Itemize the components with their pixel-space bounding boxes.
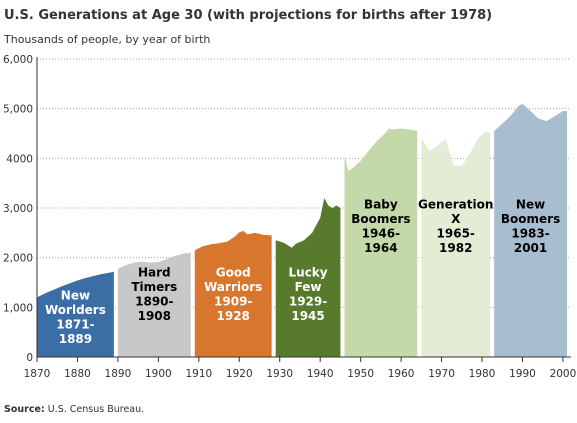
generation-area-6	[494, 103, 567, 357]
x-tick-label: 1920	[226, 368, 253, 380]
generation-label: 1945	[291, 309, 324, 323]
x-tick-label: 1930	[266, 368, 293, 380]
generation-label: Generation	[418, 197, 493, 211]
generation-label: Worlders	[45, 303, 106, 317]
x-tick-label: 1940	[307, 368, 334, 380]
generation-label: 1928	[217, 309, 250, 323]
generation-label: X	[451, 212, 461, 226]
axes: 0 1,000 2,000 3,000 4000 5,000 6,000 1870 1880 18…	[3, 54, 576, 380]
x-tick-label: 1900	[145, 368, 172, 380]
x-tick-label: 1910	[185, 368, 212, 380]
generation-area-2	[194, 230, 272, 357]
y-tick-label: 0	[26, 352, 33, 364]
x-tick-label: 1950	[347, 368, 374, 380]
x-tick-label: 1990	[509, 368, 536, 380]
chart-title: U.S. Generations at Age 30 (with project…	[4, 8, 493, 23]
generation-area-4	[344, 128, 418, 357]
generation-label: Few	[295, 280, 322, 294]
generation-areas	[37, 103, 567, 357]
y-tick-label: 2,000	[3, 253, 33, 265]
generation-label: 2001	[514, 241, 547, 255]
generation-label: Timers	[131, 280, 177, 294]
x-tick-label: 2000	[550, 368, 577, 380]
generation-label: Boomers	[501, 212, 560, 226]
y-tick-label: 1,000	[3, 302, 33, 314]
generation-labels: NewWorlders1871-1889HardTimers1890-1908G…	[45, 197, 560, 346]
x-tick-label: 1980	[469, 368, 496, 380]
generation-label: 1929-	[289, 294, 327, 308]
source-label: Source:	[4, 404, 45, 415]
generation-area-5	[421, 131, 491, 357]
x-tick-label: 1880	[64, 368, 91, 380]
generation-label: New	[516, 197, 545, 211]
y-tick-label: 4000	[6, 153, 33, 165]
source-note: Source: U.S. Census Bureau.	[4, 404, 144, 415]
x-tick-label: 1890	[105, 368, 132, 380]
generation-label: 1946-	[362, 226, 400, 240]
chart-subtitle: Thousands of people, by year of birth	[4, 33, 211, 46]
generation-label: 1909-	[214, 294, 252, 308]
generation-label: 1983-	[511, 226, 549, 240]
source-text: U.S. Census Bureau.	[44, 404, 145, 415]
generation-label: Boomers	[351, 212, 410, 226]
generation-label: Baby	[364, 197, 398, 211]
generation-label: Hard	[138, 265, 171, 279]
y-tick-label: 5,000	[3, 104, 33, 116]
generation-label: 1965-	[437, 226, 475, 240]
generation-area-1	[117, 252, 191, 357]
y-tick-label: 6,000	[3, 54, 33, 66]
generation-label: Warriors	[204, 280, 262, 294]
generation-area-0	[37, 271, 114, 357]
x-tick-label: 1870	[24, 368, 51, 380]
generation-label: 1871-	[56, 317, 94, 331]
generation-label: New	[61, 288, 90, 302]
generation-label: 1889	[59, 332, 92, 346]
x-tick-label: 1970	[428, 368, 455, 380]
generation-label: Good	[216, 265, 251, 279]
generation-label: Lucky	[289, 265, 328, 279]
generation-label: 1890-	[135, 294, 173, 308]
generation-label: 1964	[364, 241, 397, 255]
x-tick-label: 1960	[388, 368, 415, 380]
generation-label: 1982	[439, 241, 472, 255]
generation-area-3	[275, 198, 341, 357]
y-tick-label: 3,000	[3, 203, 33, 215]
generation-label: 1908	[138, 309, 171, 323]
